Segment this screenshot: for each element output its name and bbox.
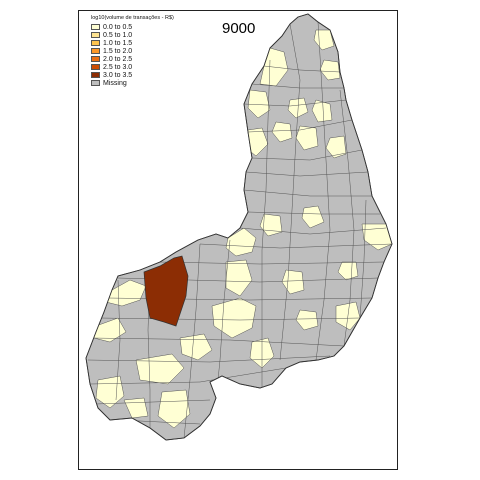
municipality-low — [259, 213, 283, 237]
legend-label: Missing — [103, 79, 127, 87]
legend-swatch — [91, 63, 100, 71]
municipality-low — [247, 89, 271, 119]
legend-swatch — [91, 55, 100, 63]
municipality-border — [89, 367, 287, 385]
municipality-low — [271, 121, 293, 143]
municipality-border — [159, 261, 385, 265]
legend-label: 0.0 to 0.5 — [103, 23, 133, 31]
municipality-low — [325, 135, 347, 159]
municipality-border — [315, 21, 331, 361]
municipality-low — [301, 205, 325, 229]
legend-label: 0.5 to 1.0 — [103, 31, 133, 39]
municipality-border — [95, 399, 211, 405]
municipality-low — [225, 259, 253, 297]
legend-item: 2.0 to 2.5 — [91, 55, 174, 63]
legend-swatch — [91, 39, 100, 47]
municipality-low — [157, 389, 191, 429]
municipality-low — [281, 269, 305, 295]
municipality-border — [279, 23, 301, 361]
municipality-border — [91, 337, 345, 347]
legend-label: 2.5 to 3.0 — [103, 63, 133, 71]
municipality-border — [243, 99, 347, 107]
legend-item: 0.5 to 1.0 — [91, 31, 174, 39]
municipality-border — [99, 317, 361, 321]
legend-label: 1.0 to 1.5 — [103, 39, 133, 47]
municipality-low — [337, 261, 359, 281]
municipality-highest-value — [143, 255, 189, 327]
municipality-border — [199, 243, 392, 249]
municipality-low — [361, 223, 392, 251]
legend-swatch — [91, 79, 100, 87]
municipality-border — [359, 199, 367, 319]
legend-item: 3.0 to 3.5 — [91, 71, 174, 79]
municipality-border — [251, 149, 363, 161]
municipality-border — [247, 211, 380, 215]
municipality-border — [87, 355, 331, 363]
legend-item: 1.0 to 1.5 — [91, 39, 174, 47]
municipality-low — [225, 227, 257, 257]
municipality-border — [261, 59, 271, 388]
municipality-low — [295, 309, 319, 331]
municipality-border — [263, 65, 341, 73]
state-outline — [85, 13, 393, 441]
legend-swatch — [91, 47, 100, 55]
municipality-border — [115, 279, 121, 401]
municipality-low — [311, 99, 333, 123]
legend-item: 1.5 to 2.0 — [91, 47, 174, 55]
map-legend: log10(volume de transações - R$) 0.0 to … — [91, 15, 174, 87]
municipality-border — [183, 243, 201, 439]
legend-swatch — [91, 31, 100, 39]
legend-swatch — [91, 23, 100, 31]
legend-label: 1.5 to 2.0 — [103, 47, 133, 55]
legend-label: 3.0 to 3.5 — [103, 71, 133, 79]
municipality-low — [179, 333, 213, 361]
legend-label: 2.0 to 2.5 — [103, 55, 133, 63]
map-title: 9000 — [222, 20, 256, 37]
legend-swatch — [91, 71, 100, 79]
municipality-low — [211, 297, 257, 339]
municipality-border — [245, 171, 369, 177]
legend-item: 2.5 to 3.0 — [91, 63, 174, 71]
municipality-border — [339, 89, 355, 347]
municipality-border — [247, 119, 353, 133]
state-shape — [85, 13, 393, 441]
low-value-municipalities — [93, 29, 392, 429]
legend-title: log10(volume de transações - R$) — [91, 15, 174, 21]
legend-item: 0.0 to 0.5 — [91, 23, 174, 31]
municipality-border — [251, 83, 344, 89]
legend-item: Missing — [91, 79, 174, 87]
